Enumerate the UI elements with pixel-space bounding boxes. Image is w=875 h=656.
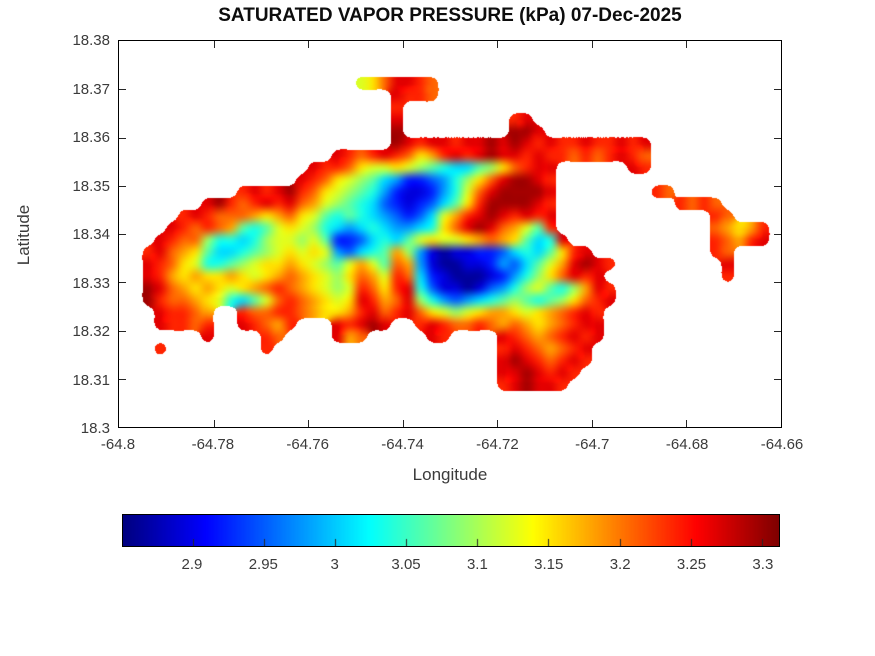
y-tick-mark <box>774 282 781 283</box>
y-tick-mark <box>774 186 781 187</box>
chart-title: SATURATED VAPOR PRESSURE (kPa) 07-Dec-20… <box>218 5 682 26</box>
y-tick-mark <box>774 379 781 380</box>
island-heatmap <box>119 41 781 427</box>
x-tick-label: -64.72 <box>476 436 519 453</box>
y-tick-label: 18.33 <box>72 274 110 292</box>
colorbar-tick-label: 3.3 <box>752 556 774 573</box>
colorbar <box>122 514 780 547</box>
y-tick-mark <box>119 379 126 380</box>
x-tick-mark <box>686 420 687 427</box>
plot-area <box>118 40 782 428</box>
colorbar-tick-label: 3.05 <box>391 556 421 573</box>
y-tick-mark <box>119 89 126 90</box>
colorbar-tick-label: 3.2 <box>609 556 631 573</box>
y-tick-mark <box>774 234 781 235</box>
y-tick-label: 18.31 <box>72 371 110 389</box>
y-tick-mark <box>119 331 126 332</box>
x-tick-mark <box>592 420 593 427</box>
y-tick-mark <box>119 282 126 283</box>
colorbar-tick-label: 2.9 <box>181 556 203 573</box>
colorbar-tick-label: 3 <box>330 556 339 573</box>
x-tick-mark <box>497 420 498 427</box>
x-tick-mark <box>308 41 309 48</box>
x-tick-label: -64.68 <box>665 436 709 453</box>
colorbar-gradient <box>123 515 779 546</box>
colorbar-tick-label: 3.25 <box>676 556 707 573</box>
x-tick-mark <box>214 41 215 48</box>
y-tick-label: 18.32 <box>72 323 110 340</box>
x-axis-label: Longitude <box>412 465 488 484</box>
colorbar-tick-label: 3.1 <box>466 556 488 573</box>
y-tick-label: 18.37 <box>72 80 110 98</box>
y-tick-mark <box>119 138 126 139</box>
x-tick-mark <box>403 41 404 48</box>
x-tick-mark <box>403 420 404 427</box>
x-tick-label: -64.8 <box>100 436 136 453</box>
x-tick-label: -64.78 <box>191 436 235 453</box>
colorbar-tick-label: 3.15 <box>534 556 564 573</box>
x-tick-mark <box>308 420 309 427</box>
y-tick-mark <box>119 186 126 187</box>
x-tick-mark <box>592 41 593 48</box>
x-tick-mark <box>686 41 687 48</box>
y-tick-mark <box>774 138 781 139</box>
y-tick-label: 18.35 <box>72 177 110 195</box>
colorbar-tick-label: 2.95 <box>248 556 278 573</box>
y-tick-label: 18.3 <box>80 420 110 437</box>
x-tick-label: -64.7 <box>575 436 610 453</box>
x-tick-label: -64.74 <box>381 436 424 453</box>
y-tick-mark <box>774 89 781 90</box>
y-tick-label: 18.34 <box>72 226 110 243</box>
x-tick-label: -64.66 <box>760 436 804 453</box>
y-tick-label: 18.36 <box>72 129 110 146</box>
x-tick-mark <box>497 41 498 48</box>
x-tick-label: -64.76 <box>286 436 329 453</box>
x-tick-mark <box>214 420 215 427</box>
y-tick-mark <box>119 234 126 235</box>
y-tick-label: 18.38 <box>72 32 110 49</box>
y-tick-mark <box>774 331 781 332</box>
